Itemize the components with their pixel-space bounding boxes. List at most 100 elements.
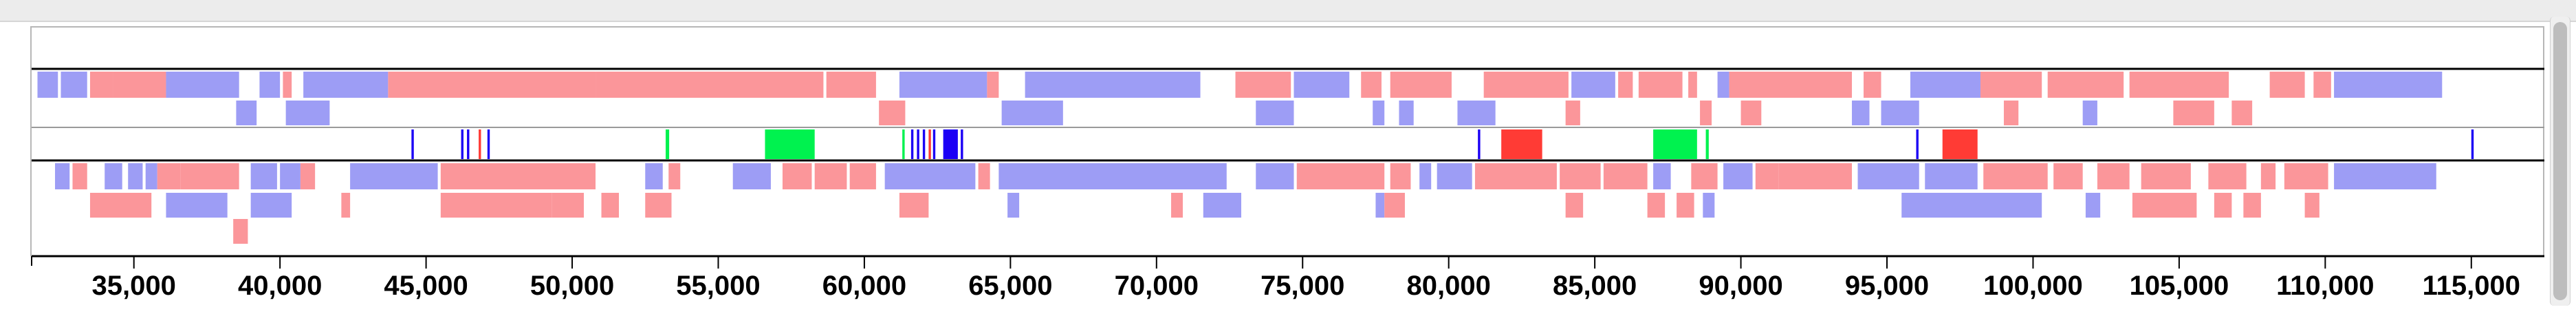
- forward-feature-block[interactable]: [1653, 163, 1671, 189]
- green-site-marker[interactable]: [765, 129, 815, 159]
- blue-site-marker[interactable]: [461, 129, 463, 159]
- forward-feature-block[interactable]: [998, 163, 1227, 189]
- reverse-feature-block[interactable]: [1778, 163, 1853, 189]
- reverse-feature-block[interactable]: [2129, 72, 2229, 98]
- forward-feature-block[interactable]: [899, 72, 987, 98]
- forward-feature-block[interactable]: [1203, 193, 1242, 218]
- reverse-feature-block[interactable]: [1390, 163, 1411, 189]
- blue-site-marker[interactable]: [467, 129, 470, 159]
- forward-feature-block[interactable]: [1007, 193, 1020, 218]
- reverse-feature-block[interactable]: [341, 193, 351, 218]
- forward-feature-block[interactable]: [1852, 101, 1870, 125]
- forward-feature-block[interactable]: [645, 163, 663, 189]
- reverse-feature-block[interactable]: [283, 72, 292, 98]
- reverse-feature-block[interactable]: [1603, 163, 1648, 189]
- reverse-feature-block[interactable]: [2231, 101, 2253, 125]
- reverse-feature-block[interactable]: [826, 72, 876, 98]
- forward-feature-block[interactable]: [1294, 72, 1350, 98]
- forward-feature-block[interactable]: [128, 163, 143, 189]
- reverse-feature-block[interactable]: [987, 72, 999, 98]
- reverse-feature-block[interactable]: [2269, 72, 2305, 98]
- reverse-feature-block[interactable]: [2132, 193, 2197, 218]
- reverse-feature-block[interactable]: [1618, 72, 1633, 98]
- forward-feature-block[interactable]: [54, 163, 70, 189]
- forward-feature-block[interactable]: [1910, 72, 1980, 98]
- forward-feature-block[interactable]: [166, 72, 239, 98]
- blue-site-marker[interactable]: [2471, 129, 2474, 159]
- forward-feature-block[interactable]: [1399, 101, 1414, 125]
- reverse-feature-block[interactable]: [645, 193, 672, 218]
- forward-feature-block[interactable]: [884, 163, 976, 189]
- forward-feature-block[interactable]: [250, 193, 292, 218]
- blue-site-marker[interactable]: [932, 129, 936, 159]
- reverse-feature-block[interactable]: [1565, 101, 1580, 125]
- reverse-feature-block[interactable]: [814, 163, 847, 189]
- green-site-marker[interactable]: [665, 129, 670, 159]
- reverse-feature-block[interactable]: [596, 72, 824, 98]
- forward-feature-block[interactable]: [166, 193, 228, 218]
- reverse-feature-block[interactable]: [2214, 193, 2232, 218]
- forward-feature-block[interactable]: [236, 101, 257, 125]
- blue-site-marker[interactable]: [917, 129, 919, 159]
- reverse-feature-block[interactable]: [72, 163, 87, 189]
- reverse-feature-block[interactable]: [2047, 72, 2124, 98]
- reverse-feature-block[interactable]: [1688, 72, 1697, 98]
- reverse-feature-block[interactable]: [1700, 101, 1712, 125]
- reverse-feature-block[interactable]: [1677, 193, 1694, 218]
- reverse-feature-block[interactable]: [1483, 72, 1569, 98]
- forward-feature-block[interactable]: [1375, 193, 1385, 218]
- reverse-feature-block[interactable]: [2053, 163, 2083, 189]
- reverse-feature-block[interactable]: [1474, 163, 1557, 189]
- reverse-feature-block[interactable]: [1691, 163, 1718, 189]
- green-site-marker[interactable]: [1705, 129, 1709, 159]
- blue-site-marker[interactable]: [1916, 129, 1919, 159]
- forward-feature-block[interactable]: [1437, 163, 1472, 189]
- reverse-feature-block[interactable]: [782, 163, 812, 189]
- forward-feature-block[interactable]: [259, 72, 281, 98]
- blue-site-marker[interactable]: [961, 129, 963, 159]
- forward-feature-block[interactable]: [732, 163, 771, 189]
- forward-feature-block[interactable]: [1256, 101, 1294, 125]
- reverse-feature-block[interactable]: [1390, 72, 1452, 98]
- reverse-feature-block[interactable]: [2173, 101, 2214, 125]
- forward-feature-block[interactable]: [1723, 163, 1753, 189]
- forward-feature-block[interactable]: [250, 163, 277, 189]
- forward-feature-block[interactable]: [145, 163, 157, 189]
- forward-feature-block[interactable]: [285, 101, 330, 125]
- blue-site-marker[interactable]: [943, 129, 958, 159]
- forward-feature-block[interactable]: [1025, 72, 1201, 98]
- reverse-feature-block[interactable]: [1384, 193, 1405, 218]
- red-site-marker[interactable]: [1942, 129, 1978, 159]
- reverse-feature-block[interactable]: [601, 193, 620, 218]
- reverse-feature-block[interactable]: [1740, 101, 1762, 125]
- red-site-marker[interactable]: [479, 129, 481, 159]
- forward-feature-block[interactable]: [1256, 163, 1294, 189]
- forward-feature-block[interactable]: [1001, 101, 1063, 125]
- reverse-feature-block[interactable]: [180, 163, 239, 189]
- reverse-feature-block[interactable]: [1755, 163, 1779, 189]
- reverse-feature-block[interactable]: [440, 193, 552, 218]
- green-site-marker[interactable]: [1653, 129, 1697, 159]
- forward-feature-block[interactable]: [1373, 101, 1385, 125]
- forward-feature-block[interactable]: [280, 163, 301, 189]
- reverse-feature-block[interactable]: [1296, 163, 1385, 189]
- reverse-feature-block[interactable]: [879, 101, 906, 125]
- forward-feature-block[interactable]: [1901, 193, 2042, 218]
- forward-feature-block[interactable]: [1925, 163, 1978, 189]
- reverse-feature-block[interactable]: [2260, 163, 2276, 189]
- red-site-marker[interactable]: [928, 129, 931, 159]
- forward-feature-block[interactable]: [1419, 163, 1432, 189]
- forward-feature-block[interactable]: [105, 163, 122, 189]
- forward-feature-block[interactable]: [1457, 101, 1496, 125]
- vertical-scrollbar[interactable]: [2550, 17, 2570, 306]
- blue-site-marker[interactable]: [1478, 129, 1481, 159]
- reverse-feature-block[interactable]: [552, 193, 585, 218]
- reverse-feature-block[interactable]: [1864, 72, 1881, 98]
- reverse-feature-block[interactable]: [849, 163, 876, 189]
- reverse-feature-block[interactable]: [300, 163, 316, 189]
- blue-site-marker[interactable]: [487, 129, 490, 159]
- forward-feature-block[interactable]: [37, 72, 58, 98]
- blue-site-marker[interactable]: [910, 129, 914, 159]
- reverse-feature-block[interactable]: [1638, 72, 1683, 98]
